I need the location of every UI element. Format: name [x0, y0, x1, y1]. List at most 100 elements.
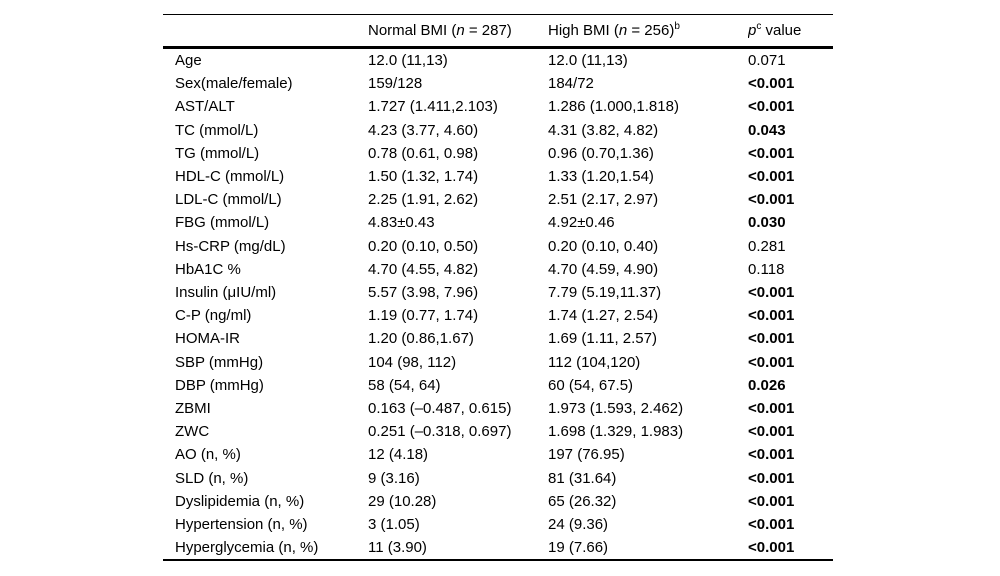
cell-high-bmi: 0.20 (0.10, 0.40): [548, 237, 659, 255]
cell-p-value: 0.043: [748, 121, 786, 139]
cell-normal-bmi: 1.50 (1.32, 1.74): [368, 168, 479, 186]
cell-p-value: <0.001: [748, 516, 795, 534]
cell-normal-bmi: 4.70 (4.55, 4.82): [368, 260, 479, 278]
cell-normal-bmi: 4.23 (3.77, 4.60): [368, 121, 479, 139]
cell-high-bmi: 1.973 (1.593, 2.462): [548, 400, 684, 418]
high-bmi-header-italic-n: n: [618, 22, 628, 39]
table-body: Age 12.0 (11,13) 12.0 (11,13) 0.071 Sex(male…: [163, 48, 833, 561]
row-label: FBG (mmol/L): [175, 214, 270, 232]
cell-p-value: <0.001: [748, 423, 795, 441]
cell-high-bmi: 2.51 (2.17, 2.97): [548, 191, 659, 209]
cell-normal-bmi: 4.83±0.43: [368, 214, 435, 232]
baseline-characteristics-table-wrap: Normal BMI (n = 287) High BMI (n = 256)b…: [163, 14, 833, 562]
cell-high-bmi: 7.79 (5.19,11.37): [548, 284, 662, 302]
table-row: HDL-C (mmol/L) 1.50 (1.32, 1.74) 1.33 (1.2…: [163, 165, 833, 188]
row-label: Hs-CRP (mg/dL): [175, 237, 286, 255]
table-row: AO (n, %) 12 (4.18) 197 (76.95) <0.001: [163, 443, 833, 466]
row-label: SBP (mmHg): [175, 353, 264, 371]
cell-normal-bmi: 3 (1.05): [368, 516, 420, 534]
column-header-variable: [163, 15, 368, 48]
cell-high-bmi: 81 (31.64): [548, 469, 617, 487]
cell-p-value: <0.001: [748, 400, 795, 418]
baseline-characteristics-table: Normal BMI (n = 287) High BMI (n = 256)b…: [163, 14, 833, 562]
cell-p-value: 0.030: [748, 214, 786, 232]
cell-p-value: <0.001: [748, 469, 795, 487]
p-value-header-suffix: value: [761, 22, 802, 39]
cell-high-bmi: 4.70 (4.59, 4.90): [548, 260, 659, 278]
table-row: SLD (n, %) 9 (3.16) 81 (31.64) <0.001: [163, 467, 833, 490]
table-row: HOMA-IR 1.20 (0.86,1.67) 1.69 (1.11, 2.57)…: [163, 327, 833, 350]
cell-normal-bmi: 1.19 (0.77, 1.74): [368, 307, 479, 325]
row-label: TC (mmol/L): [175, 121, 259, 139]
cell-high-bmi: 0.96 (0.70,1.36): [548, 144, 654, 162]
row-label: AO (n, %): [175, 446, 241, 464]
row-label: ZBMI: [175, 400, 211, 418]
row-label: HOMA-IR: [175, 330, 240, 348]
table-row: C-P (ng/ml) 1.19 (0.77, 1.74) 1.74 (1.27, …: [163, 304, 833, 327]
cell-p-value: <0.001: [748, 144, 795, 162]
column-header-normal-bmi: Normal BMI (n = 287): [368, 15, 548, 48]
row-label: SLD (n, %): [175, 469, 249, 487]
high-bmi-header-superscript-b: b: [674, 21, 680, 32]
table-row: Hyperglycemia (n, %) 11 (3.90) 19 (7.66) <0…: [163, 536, 833, 560]
table-row: HbA1C % 4.70 (4.55, 4.82) 4.70 (4.59, 4.90…: [163, 258, 833, 281]
row-label: HDL-C (mmol/L): [175, 168, 285, 186]
cell-normal-bmi: 58 (54, 64): [368, 376, 441, 394]
row-label: Hypertension (n, %): [175, 516, 308, 534]
cell-high-bmi: 65 (26.32): [548, 492, 617, 510]
cell-high-bmi: 112 (104,120): [548, 353, 641, 371]
high-bmi-header-suffix: = 256): [627, 22, 675, 39]
column-header-p-value: pc value: [748, 15, 833, 48]
p-value-header-italic-p: p: [748, 22, 757, 39]
cell-normal-bmi: 0.163 (–0.487, 0.615): [368, 400, 512, 418]
normal-bmi-header-italic-n: n: [456, 22, 465, 39]
cell-p-value: 0.026: [748, 376, 786, 394]
cell-high-bmi: 19 (7.66): [548, 539, 609, 557]
cell-normal-bmi: 159/128: [368, 75, 423, 93]
table-row: Dyslipidemia (n, %) 29 (10.28) 65 (26.32) <…: [163, 490, 833, 513]
cell-p-value: 0.281: [748, 237, 786, 255]
row-label: Age: [175, 52, 202, 69]
cell-normal-bmi: 104 (98, 112): [368, 353, 457, 371]
cell-high-bmi: 4.31 (3.82, 4.82): [548, 121, 659, 139]
table-row: ZBMI 0.163 (–0.487, 0.615) 1.973 (1.593, 2…: [163, 397, 833, 420]
row-label: Insulin (μIU/ml): [175, 284, 277, 302]
table-row: SBP (mmHg) 104 (98, 112) 112 (104,120) <0.0…: [163, 351, 833, 374]
cell-normal-bmi: 11 (3.90): [368, 539, 427, 557]
cell-high-bmi: 1.69 (1.11, 2.57): [548, 330, 657, 348]
cell-p-value: <0.001: [748, 307, 795, 325]
table-header-row: Normal BMI (n = 287) High BMI (n = 256)b…: [163, 15, 833, 48]
cell-high-bmi: 184/72: [548, 75, 594, 93]
cell-normal-bmi: 0.251 (–0.318, 0.697): [368, 423, 512, 441]
row-label: Sex(male/female): [175, 75, 293, 93]
row-label: LDL-C (mmol/L): [175, 191, 282, 209]
cell-p-value: <0.001: [748, 191, 795, 209]
cell-p-value: 0.118: [748, 260, 785, 278]
cell-normal-bmi: 1.20 (0.86,1.67): [368, 330, 474, 348]
row-label: AST/ALT: [175, 98, 235, 116]
row-label: HbA1C %: [175, 260, 241, 278]
cell-normal-bmi: 0.78 (0.61, 0.98): [368, 144, 479, 162]
table-row: FBG (mmol/L) 4.83±0.43 4.92±0.46 0.030: [163, 211, 833, 234]
table-row: TG (mmol/L) 0.78 (0.61, 0.98) 0.96 (0.70,1…: [163, 142, 833, 165]
row-label: DBP (mmHg): [175, 376, 264, 394]
cell-high-bmi: 1.33 (1.20,1.54): [548, 168, 654, 186]
cell-p-value: <0.001: [748, 168, 795, 186]
table-row: Insulin (μIU/ml) 5.57 (3.98, 7.96) 7.79 (5…: [163, 281, 833, 304]
table-row: LDL-C (mmol/L) 2.25 (1.91, 2.62) 2.51 (2.1…: [163, 188, 833, 211]
table-row: Hs-CRP (mg/dL) 0.20 (0.10, 0.50) 0.20 (0.1…: [163, 235, 833, 258]
cell-normal-bmi: 29 (10.28): [368, 492, 437, 510]
row-label: C-P (ng/ml): [175, 307, 252, 325]
cell-high-bmi: 4.92±0.46: [548, 214, 615, 232]
cell-p-value: <0.001: [748, 492, 795, 510]
cell-p-value: <0.001: [748, 75, 795, 93]
cell-normal-bmi: 5.57 (3.98, 7.96): [368, 284, 479, 302]
normal-bmi-header-suffix: = 287): [464, 22, 512, 39]
cell-high-bmi: 1.74 (1.27, 2.54): [548, 307, 659, 325]
row-label: TG (mmol/L): [175, 144, 260, 162]
normal-bmi-header-text: Normal BMI (: [368, 22, 457, 39]
cell-p-value: <0.001: [748, 98, 795, 116]
row-label: Dyslipidemia (n, %): [175, 492, 305, 510]
row-label: ZWC: [175, 423, 210, 441]
cell-high-bmi: 12.0 (11,13): [548, 52, 628, 69]
